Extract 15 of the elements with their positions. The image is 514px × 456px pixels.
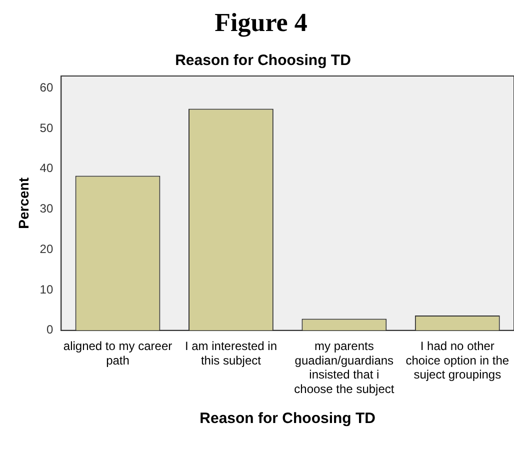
y-tick-label: 50 [40,120,54,135]
y-tick-label: 20 [40,242,54,256]
x-tick-label: aligned to my career path [63,338,172,368]
x-tick-label: I had no other choice option in the suject groupings [406,338,510,382]
y-tick-label: 0 [46,322,54,337]
x-axis-title: Reason for Choosing TD [200,410,376,428]
y-axis-title: Percent [15,177,32,229]
y-tick-label: 60 [40,80,54,94]
x-tick-label: my parents guadian/guardians insisted that i choose the subject [294,338,395,396]
x-tick-label: I am interested in this subject [184,338,277,368]
chart-subtitle: Reason for Choosing TD [175,52,352,70]
chart-title: Figure 4 [214,8,308,38]
y-tick-label: 30 [40,202,54,216]
y-tick-label: 40 [40,161,54,176]
y-tick-label: 10 [40,282,54,296]
